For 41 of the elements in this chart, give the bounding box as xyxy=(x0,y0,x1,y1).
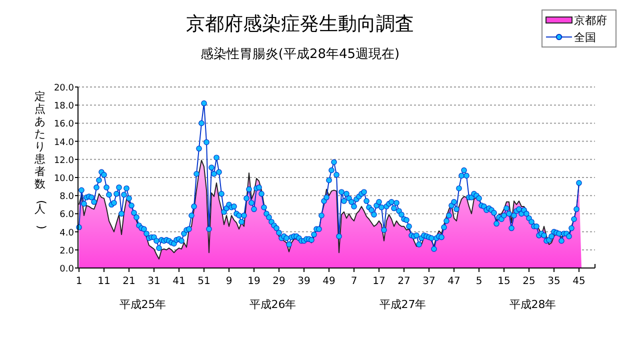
x-tick-label: 27 xyxy=(398,276,410,287)
x-tick-label: 9 xyxy=(226,276,232,287)
x-tick-label: 41 xyxy=(172,276,186,287)
x-tick-label: 7 xyxy=(350,276,358,287)
x-tick-label: 39 xyxy=(298,276,310,287)
y-tick-label: 14.0 xyxy=(54,138,74,148)
y-tick-label: 10.0 xyxy=(54,174,74,184)
chart-title: 京都府感染症発生動向調査 xyxy=(186,13,414,35)
x-tick-label: 37 xyxy=(422,276,436,287)
x-tick-label: 51 xyxy=(198,276,210,287)
x-tick-label: 21 xyxy=(122,276,136,287)
text: 平成27年 xyxy=(379,298,426,311)
x-tick-label: 25 xyxy=(522,276,536,287)
y-tick-label: 0.0 xyxy=(60,264,74,274)
x-tick-label: 49 xyxy=(322,276,336,287)
x-tick-label: 19 xyxy=(248,276,260,287)
y-tick-label: 6.0 xyxy=(60,210,74,220)
y-tick-label: 18.0 xyxy=(54,102,74,112)
legend-label: 全国 xyxy=(574,31,596,44)
x-tick-label: 31 xyxy=(148,276,160,287)
y-tick-label: 2.0 xyxy=(60,246,74,256)
text: 平成28年 xyxy=(509,298,556,311)
x-tick-label: 47 xyxy=(448,276,460,287)
text: 定点あたり患者数(人) xyxy=(34,90,48,230)
y-tick-label: 20.0 xyxy=(54,84,74,94)
y-tick-label: 4.0 xyxy=(60,228,74,238)
x-tick-label: 5 xyxy=(476,276,482,287)
text: 平成25年 xyxy=(119,298,166,311)
y-tick-label: 12.0 xyxy=(54,156,74,166)
x-tick-label: 17 xyxy=(372,276,386,287)
y-tick-label: 8.0 xyxy=(60,192,74,202)
legend-label: 京都府 xyxy=(574,14,607,27)
chart-subtitle: 感染性胃腸炎(平成28年45週現在) xyxy=(200,47,400,62)
x-tick-label: 1 xyxy=(76,276,82,287)
y-tick-label: 16.0 xyxy=(54,120,74,130)
x-tick-label: 35 xyxy=(548,276,560,287)
x-tick-label: 15 xyxy=(498,276,510,287)
x-tick-label: 45 xyxy=(572,276,586,287)
text: 平成26年 xyxy=(249,298,296,311)
x-tick-label: 29 xyxy=(272,276,286,287)
x-tick-label: 11 xyxy=(98,276,110,287)
